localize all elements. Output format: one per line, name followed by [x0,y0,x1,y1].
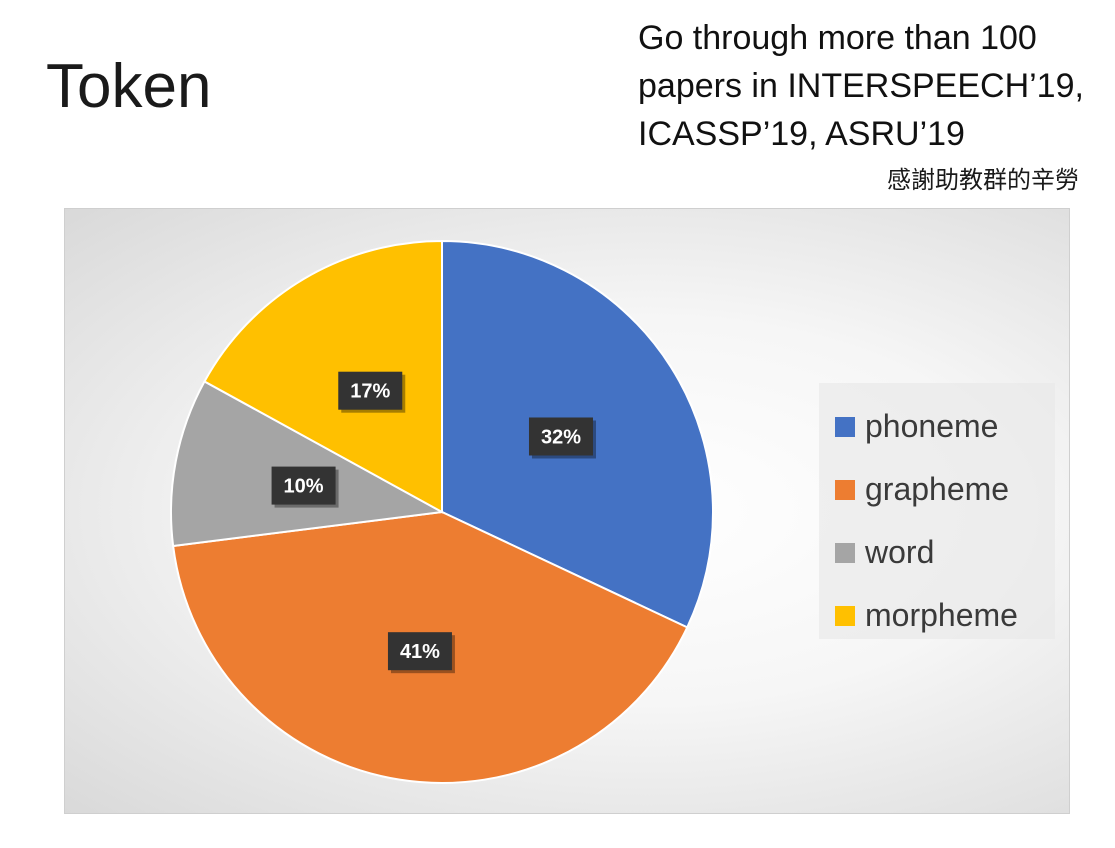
data-label-morpheme: 17% [338,371,406,413]
legend-item-word: word [835,521,1055,584]
pie-slices [170,239,714,784]
legend-item-phoneme: phoneme [835,395,1055,458]
source-note: Go through more than 100 papers in INTER… [638,14,1084,158]
pie-chart: 32% 41% 10% 17% [170,239,714,784]
data-label-grapheme: 41% [387,632,455,674]
legend-swatch-word [835,542,855,563]
pie-slice-morpheme [203,239,443,514]
legend-label-grapheme: grapheme [865,471,1010,507]
legend-swatch-phoneme [835,416,855,437]
data-label-box [338,371,403,410]
legend-item-morpheme: morpheme [835,584,1055,647]
pie-slice-word [170,380,446,548]
data-label-text: 10% [284,476,324,498]
data-label-text: 32% [541,426,581,448]
legend-label-phoneme: phoneme [865,408,999,444]
data-label-box [528,417,593,456]
data-label-phoneme: 32% [528,417,596,459]
chart-legend: phoneme grapheme word morpheme [819,383,1055,639]
legend-item-grapheme: grapheme [835,458,1055,521]
pie-data-labels: 32% 41% 10% 17% [271,371,596,674]
source-note-line-1: Go through more than 100 [638,19,1037,57]
legend-label-word: word [865,534,935,570]
legend-swatch-morpheme [835,605,855,626]
data-label-box [271,466,336,505]
source-note-line-2: papers in INTERSPEECH’19, [638,67,1084,105]
data-label-text: 17% [350,381,390,403]
pie-chart-frame: 32% 41% 10% 17% phoneme grapheme word morph… [64,208,1070,814]
slide-title: Token [46,52,212,121]
data-label-box [387,632,452,671]
legend-label-morpheme: morpheme [865,597,1018,633]
source-note-line-3: ICASSP’19, ASRU’19 [638,115,965,153]
data-label-word: 10% [271,466,339,508]
thanks-note: 感謝助教群的辛勞 [887,166,1079,194]
legend-swatch-grapheme [835,479,855,500]
data-label-text: 41% [400,641,440,663]
